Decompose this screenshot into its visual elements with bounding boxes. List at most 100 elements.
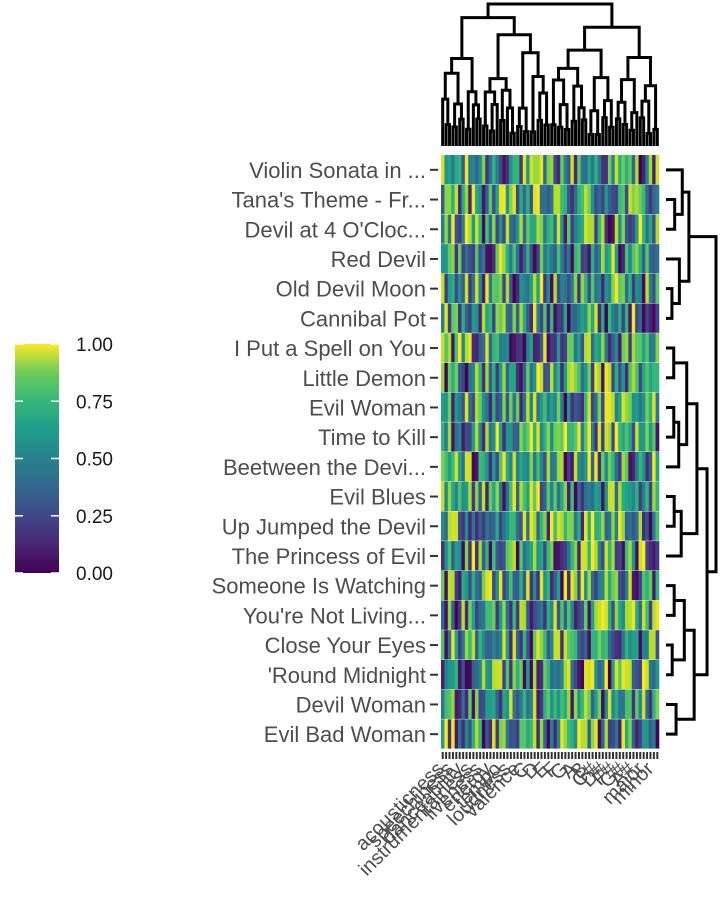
heatmap-cell [468,481,472,511]
row-label: Someone Is Watching [212,574,426,599]
heatmap-cell [502,244,507,274]
heatmap-cell [553,511,558,541]
heatmap-cell [641,214,646,244]
heatmap-cell [580,422,585,452]
heatmap-cell [584,600,588,630]
heatmap-cell [635,541,639,571]
heatmap-cell [655,303,660,333]
heatmap-cell [475,184,479,214]
heatmap-cell [624,570,629,601]
heatmap-cell [621,155,626,185]
heatmap-cell [454,541,459,571]
heatmap-cell [635,214,639,244]
row-dendrogram-branch [672,599,686,662]
heatmap-cell [444,659,449,690]
heatmap-cell [441,600,445,630]
column-dendrogram-branch [643,84,658,130]
legend-tick-label: 1.00 [76,335,113,356]
heatmap-cell [492,570,496,601]
heatmap-cell [584,303,588,333]
heatmap-cell [645,600,650,630]
row-label: Little Demon [302,366,426,391]
heatmap-cell [631,689,636,719]
heatmap-cell [584,630,588,660]
heatmap-cell [454,511,459,541]
heatmap-cell [652,600,656,630]
heatmap-cell [478,452,483,482]
heatmap-cell [624,719,629,749]
heatmap-cell [502,630,507,660]
heatmap-cell [580,244,585,274]
heatmap-cell [550,303,554,333]
heatmap-cell [624,422,629,452]
heatmap-cell [502,541,507,571]
heatmap-cell [614,184,619,214]
heatmap-cell [509,392,513,422]
heatmap-cell [481,214,486,244]
heatmap-cell [546,659,551,690]
heatmap-cell [536,333,541,363]
heatmap-cell [641,422,646,452]
heatmap-cell [512,214,517,244]
heatmap-cell [594,452,598,482]
heatmap-cell [451,719,455,749]
heatmap-cell [505,600,510,630]
heatmap-cell [495,689,500,719]
heatmap-cell [567,244,571,274]
heatmap-cell [648,155,653,185]
heatmap-cell [638,244,643,274]
column-dendrogram-branch [589,109,600,135]
heatmap-cell [587,273,592,304]
heatmap-cell [580,184,585,214]
heatmap-cell [464,244,469,274]
heatmap-cell [590,155,595,185]
heatmap-cell [560,333,564,363]
column-dendrogram-branch [557,66,580,87]
heatmap-cell [492,630,496,660]
heatmap-cell [454,659,459,690]
heatmap-cell [553,719,558,749]
heatmap-cell [461,719,466,749]
heatmap-cell [526,244,530,274]
heatmap-cell [556,214,561,244]
heatmap-cell [481,659,486,690]
heatmap-cell [522,719,527,749]
heatmap-cell [614,600,619,630]
heatmap-cell [631,630,636,660]
heatmap-cell [447,600,452,630]
heatmap-cell [536,511,541,541]
heatmap-cell [515,689,520,719]
column-dendrogram-branch [543,123,550,146]
heatmap-cell [481,273,486,304]
column-dendrogram-branch [538,91,549,125]
heatmap-cell [498,452,503,482]
heatmap-cell [621,481,626,511]
heatmap-cell [498,155,503,185]
heatmap-cell [461,511,466,541]
heatmap-cell [546,630,551,660]
heatmap-cell [570,214,575,244]
heatmap-cell [652,184,656,214]
heatmap-cell [485,689,489,719]
heatmap-cell [532,362,537,393]
heatmap-cell [594,214,598,244]
heatmap-cell [481,570,486,601]
heatmap-cell [628,155,633,185]
heatmap-cell [590,630,595,660]
heatmap-cell [604,184,609,214]
heatmap-cell [464,333,469,363]
heatmap-cell [522,511,527,541]
heatmap-cell [594,362,598,393]
heatmap-cell [536,184,541,214]
heatmap-cell [645,719,650,749]
heatmap-cell [570,244,575,274]
heatmap-cell [451,481,455,511]
heatmap-cell [587,452,592,482]
heatmap-cell [648,214,653,244]
heatmap-cell [546,333,551,363]
heatmap-cell [590,600,595,630]
heatmap-cell [515,719,520,749]
heatmap-cell [635,422,639,452]
heatmap-cell [655,570,660,601]
heatmap-cell [648,184,653,214]
